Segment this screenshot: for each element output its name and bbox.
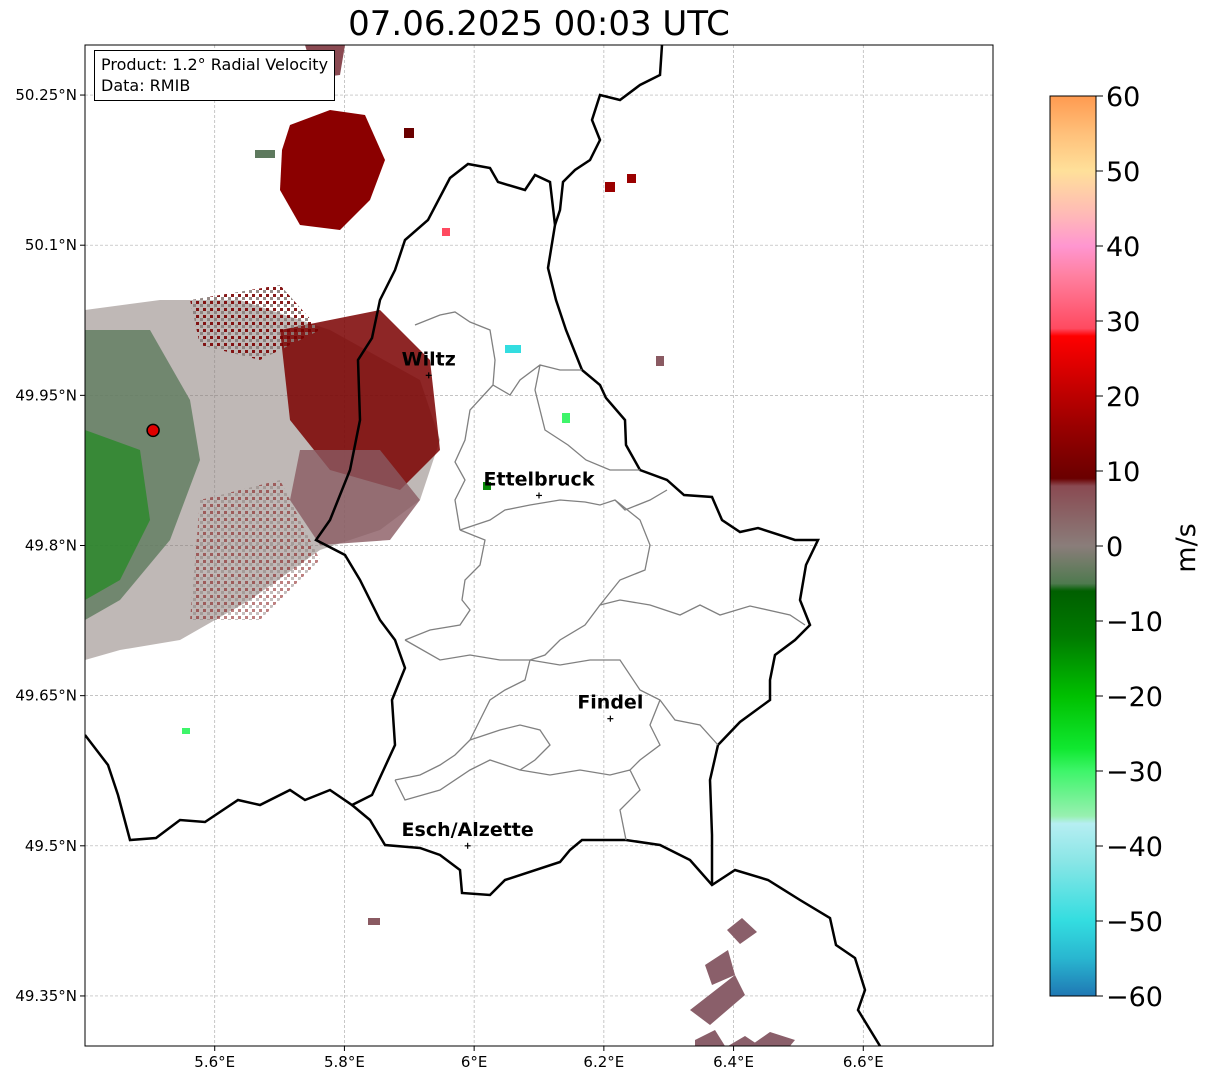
colorbar-bar [1049,95,1097,997]
x-tick-label: 5.6°E [194,1053,235,1071]
city-label: Findel [577,692,643,714]
colorbar-tick-label: 20 [1106,382,1140,413]
x-tick-label: 6°E [461,1053,488,1071]
colorbar-tick-label: −40 [1106,832,1163,863]
colorbar-tick-label: −10 [1106,607,1163,638]
radar-echoes [85,45,795,1046]
colorbar-tick-label: 10 [1106,457,1140,488]
country-border-north [553,45,664,226]
country-border-south [351,804,882,1046]
y-tick-label: 49.5°N [25,837,77,855]
x-tick-label: 6.6°E [843,1053,884,1071]
x-tick-label: 6.4°E [713,1053,754,1071]
x-tick-label: 6.2°E [583,1053,624,1071]
y-tick-label: 49.35°N [15,987,77,1005]
x-tick-label: 5.8°E [324,1053,365,1071]
city-label: Esch/Alzette [402,819,534,841]
city-markers: Wiltz Ettelbruck Findel Esch/Alzette [402,348,643,849]
country-border-west [85,162,820,885]
colorbar-tick-label: −20 [1106,682,1163,713]
canton-borders [394,311,806,841]
colorbar-tick-label: −60 [1106,982,1163,1013]
y-tick-label: 49.8°N [25,537,77,555]
colorbar-tick-label: −30 [1106,757,1163,788]
colorbar-label: m/s [1171,523,1202,572]
y-tick-label: 50.1°N [25,236,77,254]
colorbar: 60 50 40 30 20 10 0 −10 −20 −30 −40 −50 −60 m/s [1049,82,1202,1013]
product-info-box: Product: 1.2° Radial Velocity Data: RMIB [94,50,336,101]
y-tick-label: 49.95°N [15,386,77,404]
colorbar-tick-label: 50 [1106,157,1140,188]
colorbar-tick-label: 60 [1106,82,1140,113]
y-axis-ticks: 50.25°N 50.1°N 49.95°N 49.8°N 49.65°N 49.5°N 4… [15,86,85,1005]
product-label: Product: 1.2° Radial Velocity [101,55,329,74]
y-tick-label: 50.25°N [15,86,77,104]
city-label: Ettelbruck [484,468,595,490]
x-axis-ticks: 5.6°E 5.8°E 6°E 6.2°E 6.4°E 6.6°E [194,1046,884,1071]
colorbar-tick-label: 30 [1106,307,1140,338]
map-title: 07.06.2025 00:03 UTC [348,4,730,44]
colorbar-ticks: 60 50 40 30 20 10 0 −10 −20 −30 −40 −50 −60 [1096,82,1163,1013]
colorbar-tick-label: −50 [1106,907,1163,938]
radar-site-marker[interactable] [146,423,160,438]
y-tick-label: 49.65°N [15,687,77,705]
colorbar-tick-label: 40 [1106,232,1140,263]
colorbar-tick-label: 0 [1106,532,1123,563]
data-source-label: Data: RMIB [101,76,191,95]
city-label: Wiltz [402,348,456,370]
